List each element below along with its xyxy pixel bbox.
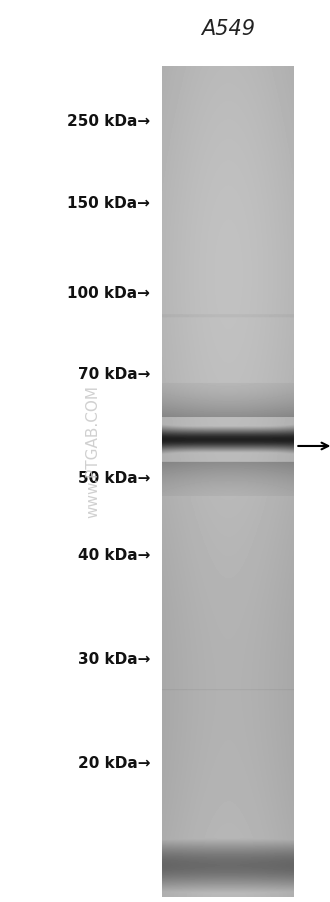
Text: 150 kDa→: 150 kDa→ xyxy=(67,196,150,210)
Text: 100 kDa→: 100 kDa→ xyxy=(67,286,150,300)
Text: 50 kDa→: 50 kDa→ xyxy=(78,471,150,485)
Text: 70 kDa→: 70 kDa→ xyxy=(78,367,150,382)
Text: 30 kDa→: 30 kDa→ xyxy=(78,651,150,666)
Text: 250 kDa→: 250 kDa→ xyxy=(67,115,150,129)
Text: 20 kDa→: 20 kDa→ xyxy=(78,755,150,769)
Text: www.PTGAB.COM: www.PTGAB.COM xyxy=(85,384,100,518)
Text: A549: A549 xyxy=(201,19,255,39)
Text: 40 kDa→: 40 kDa→ xyxy=(78,548,150,562)
